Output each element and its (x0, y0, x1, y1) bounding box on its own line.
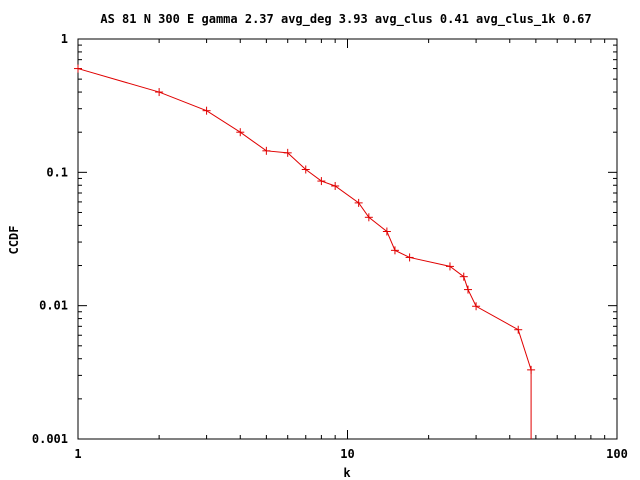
data-point (445, 262, 454, 271)
data-point (301, 165, 310, 174)
data-point (331, 181, 340, 190)
data-point (317, 177, 326, 186)
data-point (74, 64, 82, 73)
data-point (464, 285, 473, 294)
series-line (77, 68, 532, 439)
y-tick-label: 0.1 (46, 165, 68, 179)
x-axis-ticks: 1 10 100 (74, 39, 628, 461)
data-point (527, 365, 536, 374)
data-point (459, 272, 468, 281)
data-point (236, 128, 245, 137)
data-point (405, 253, 414, 262)
data-point (472, 302, 481, 311)
data-point (155, 88, 164, 97)
chart-title: AS 81 N 300 E gamma 2.37 avg_deg 3.93 av… (100, 12, 591, 27)
plot-area-border (77, 38, 618, 440)
x-tick-label: 100 (606, 447, 628, 461)
data-point (382, 227, 391, 236)
y-tick-label: 0.01 (39, 299, 68, 313)
data-point (262, 146, 271, 155)
x-tick-label: 1 (74, 447, 81, 461)
data-point (283, 148, 292, 157)
data-point (354, 198, 363, 207)
series-ccdf (74, 64, 536, 439)
data-point (514, 325, 523, 334)
data-point (202, 106, 211, 115)
y-tick-label: 0.001 (32, 432, 68, 446)
x-axis-label: k (343, 466, 351, 480)
data-point (390, 246, 399, 255)
y-tick-label: 1 (61, 32, 68, 46)
data-point (364, 213, 373, 222)
y-axis-ticks: 1 0.1 0.01 0.001 (32, 32, 617, 446)
x-tick-label: 10 (340, 447, 354, 461)
y-axis-label: CCDF (7, 226, 21, 255)
